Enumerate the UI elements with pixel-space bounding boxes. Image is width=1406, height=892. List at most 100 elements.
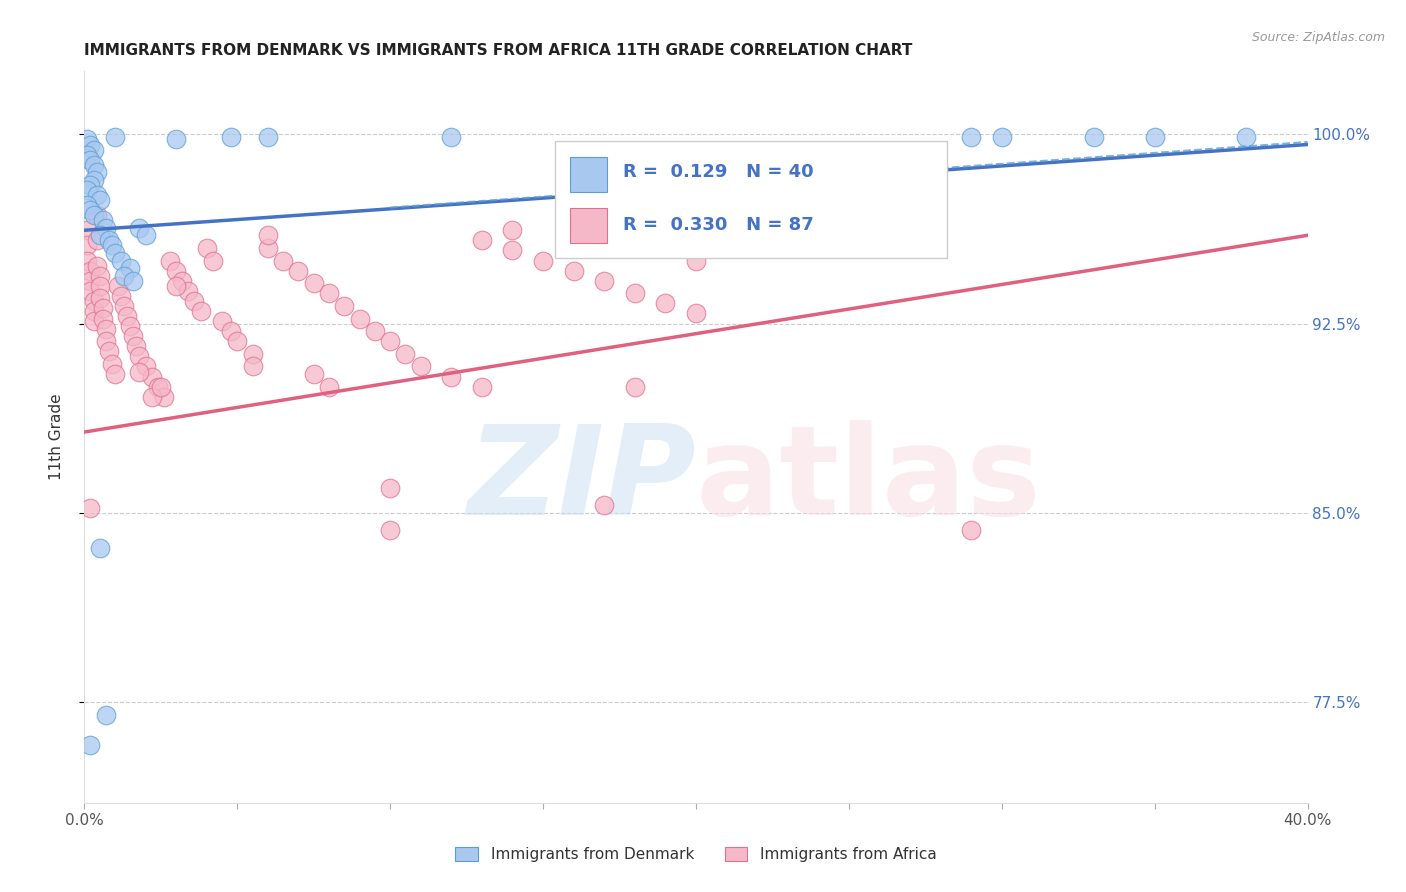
Point	[1236, 130, 1258, 145]
Point	[115, 309, 138, 323]
Point	[89, 228, 111, 243]
Point	[86, 208, 108, 222]
Point	[79, 263, 101, 277]
Point	[318, 379, 340, 393]
Point	[104, 130, 127, 145]
Point	[242, 359, 264, 374]
Point	[79, 500, 101, 515]
Point	[76, 238, 98, 252]
Point	[190, 304, 212, 318]
Point	[271, 253, 294, 268]
Point	[97, 233, 120, 247]
Point	[76, 198, 98, 212]
Point	[531, 253, 554, 268]
Point	[83, 314, 105, 328]
Point	[177, 284, 200, 298]
Point	[79, 178, 101, 192]
Point	[991, 130, 1014, 145]
Text: R =  0.330   N = 87: R = 0.330 N = 87	[623, 216, 813, 234]
Point	[91, 311, 114, 326]
Point	[219, 324, 242, 338]
Point	[91, 301, 114, 316]
Point	[89, 268, 111, 283]
Point	[440, 130, 463, 145]
Point	[333, 299, 356, 313]
Point	[79, 274, 101, 288]
Point	[685, 253, 707, 268]
Point	[97, 344, 120, 359]
Point	[141, 369, 163, 384]
Point	[89, 541, 111, 555]
Point	[364, 324, 387, 338]
Point	[83, 293, 105, 308]
Point	[593, 274, 616, 288]
Point	[104, 246, 127, 260]
Point	[302, 367, 325, 381]
Point	[120, 319, 142, 334]
Point	[128, 350, 150, 364]
Point	[79, 738, 101, 752]
Point	[257, 228, 280, 243]
Point	[502, 244, 524, 258]
Legend: Immigrants from Denmark, Immigrants from Africa: Immigrants from Denmark, Immigrants from…	[450, 841, 942, 868]
Point	[593, 498, 616, 512]
Point	[287, 263, 309, 277]
Point	[125, 339, 148, 353]
Point	[76, 223, 98, 237]
Bar	[569, 208, 606, 244]
Text: IMMIGRANTS FROM DENMARK VS IMMIGRANTS FROM AFRICA 11TH GRADE CORRELATION CHART: IMMIGRANTS FROM DENMARK VS IMMIGRANTS FR…	[84, 43, 912, 58]
Point	[94, 321, 117, 335]
Point	[165, 278, 187, 293]
Point	[380, 481, 402, 495]
Text: atlas: atlas	[696, 420, 1042, 541]
Point	[960, 130, 983, 145]
Point	[226, 334, 249, 349]
Point	[562, 263, 585, 277]
Point	[83, 143, 105, 157]
Point	[302, 277, 325, 291]
Point	[257, 241, 280, 255]
Point	[211, 314, 233, 328]
Point	[83, 208, 105, 222]
Point	[747, 241, 769, 255]
Point	[101, 238, 124, 252]
Point	[349, 311, 371, 326]
Point	[89, 291, 111, 305]
Point	[79, 203, 101, 218]
Point	[471, 233, 494, 247]
Point	[257, 130, 280, 145]
Text: R =  0.129   N = 40: R = 0.129 N = 40	[623, 162, 813, 180]
Point	[685, 306, 707, 320]
Point	[201, 253, 224, 268]
Point	[471, 379, 494, 393]
Point	[128, 220, 150, 235]
Point	[159, 253, 181, 268]
Point	[440, 369, 463, 384]
Point	[960, 524, 983, 538]
Text: ZIP: ZIP	[467, 420, 696, 541]
Point	[624, 286, 647, 301]
Point	[624, 379, 647, 393]
Point	[654, 296, 676, 310]
Point	[112, 268, 135, 283]
Point	[94, 220, 117, 235]
Point	[1143, 130, 1166, 145]
Point	[128, 364, 150, 378]
Point	[380, 334, 402, 349]
Point	[101, 357, 124, 371]
Bar	[555, 141, 946, 258]
Point	[107, 278, 129, 293]
Point	[146, 379, 169, 393]
Point	[172, 274, 194, 288]
Point	[89, 278, 111, 293]
Point	[318, 286, 340, 301]
Point	[394, 347, 416, 361]
Point	[122, 274, 145, 288]
Point	[79, 137, 101, 152]
Point	[1083, 130, 1105, 145]
Point	[409, 359, 432, 374]
Point	[76, 132, 98, 146]
Point	[110, 253, 132, 268]
Point	[165, 263, 187, 277]
Point	[153, 390, 176, 404]
